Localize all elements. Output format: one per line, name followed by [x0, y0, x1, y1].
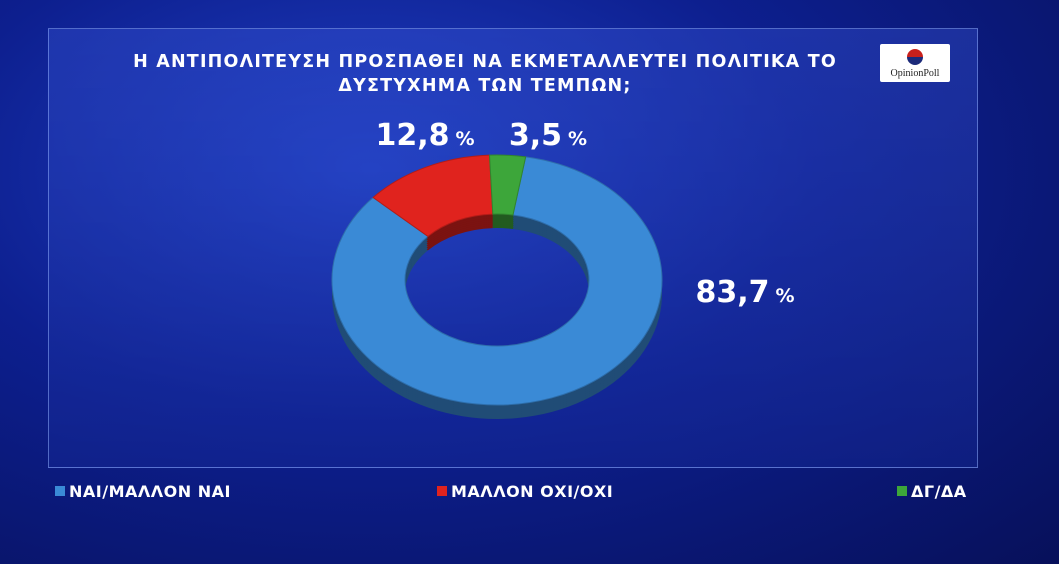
data-label-value: 3,5: [509, 118, 562, 153]
data-label: 12,8%: [375, 118, 474, 153]
data-label-unit: %: [568, 128, 587, 150]
legend-swatch: [897, 486, 907, 496]
data-label-value: 12,8: [375, 118, 449, 153]
data-label-unit: %: [455, 128, 474, 150]
chart-title: Η ΑΝΤΙΠΟΛΙΤΕΥΣΗ ΠΡΟΣΠΑΘΕΙ ΝΑ ΕΚΜΕΤΑΛΛΕΥΤ…: [133, 52, 837, 96]
legend-label: ΔΓ/ΔΑ: [911, 482, 967, 501]
data-label-value: 83,7: [695, 275, 769, 310]
data-label: 3,5%: [509, 118, 587, 153]
slice: [488, 154, 527, 216]
legend-label: ΜΑΛΛΟΝ ΟΧΙ/ΟΧΙ: [451, 482, 613, 501]
legend-swatch: [437, 486, 447, 496]
logo-icon: [907, 49, 923, 65]
logo: OpinionPoll: [880, 44, 950, 82]
data-label: 83,7%: [695, 275, 794, 310]
data-label-unit: %: [775, 285, 794, 307]
slice: [331, 156, 663, 406]
legend-label: ΝΑΙ/ΜΑΛΛΟΝ ΝΑΙ: [69, 482, 231, 501]
source: OpinionPoll: [890, 68, 940, 79]
legend-swatch: [55, 486, 65, 496]
